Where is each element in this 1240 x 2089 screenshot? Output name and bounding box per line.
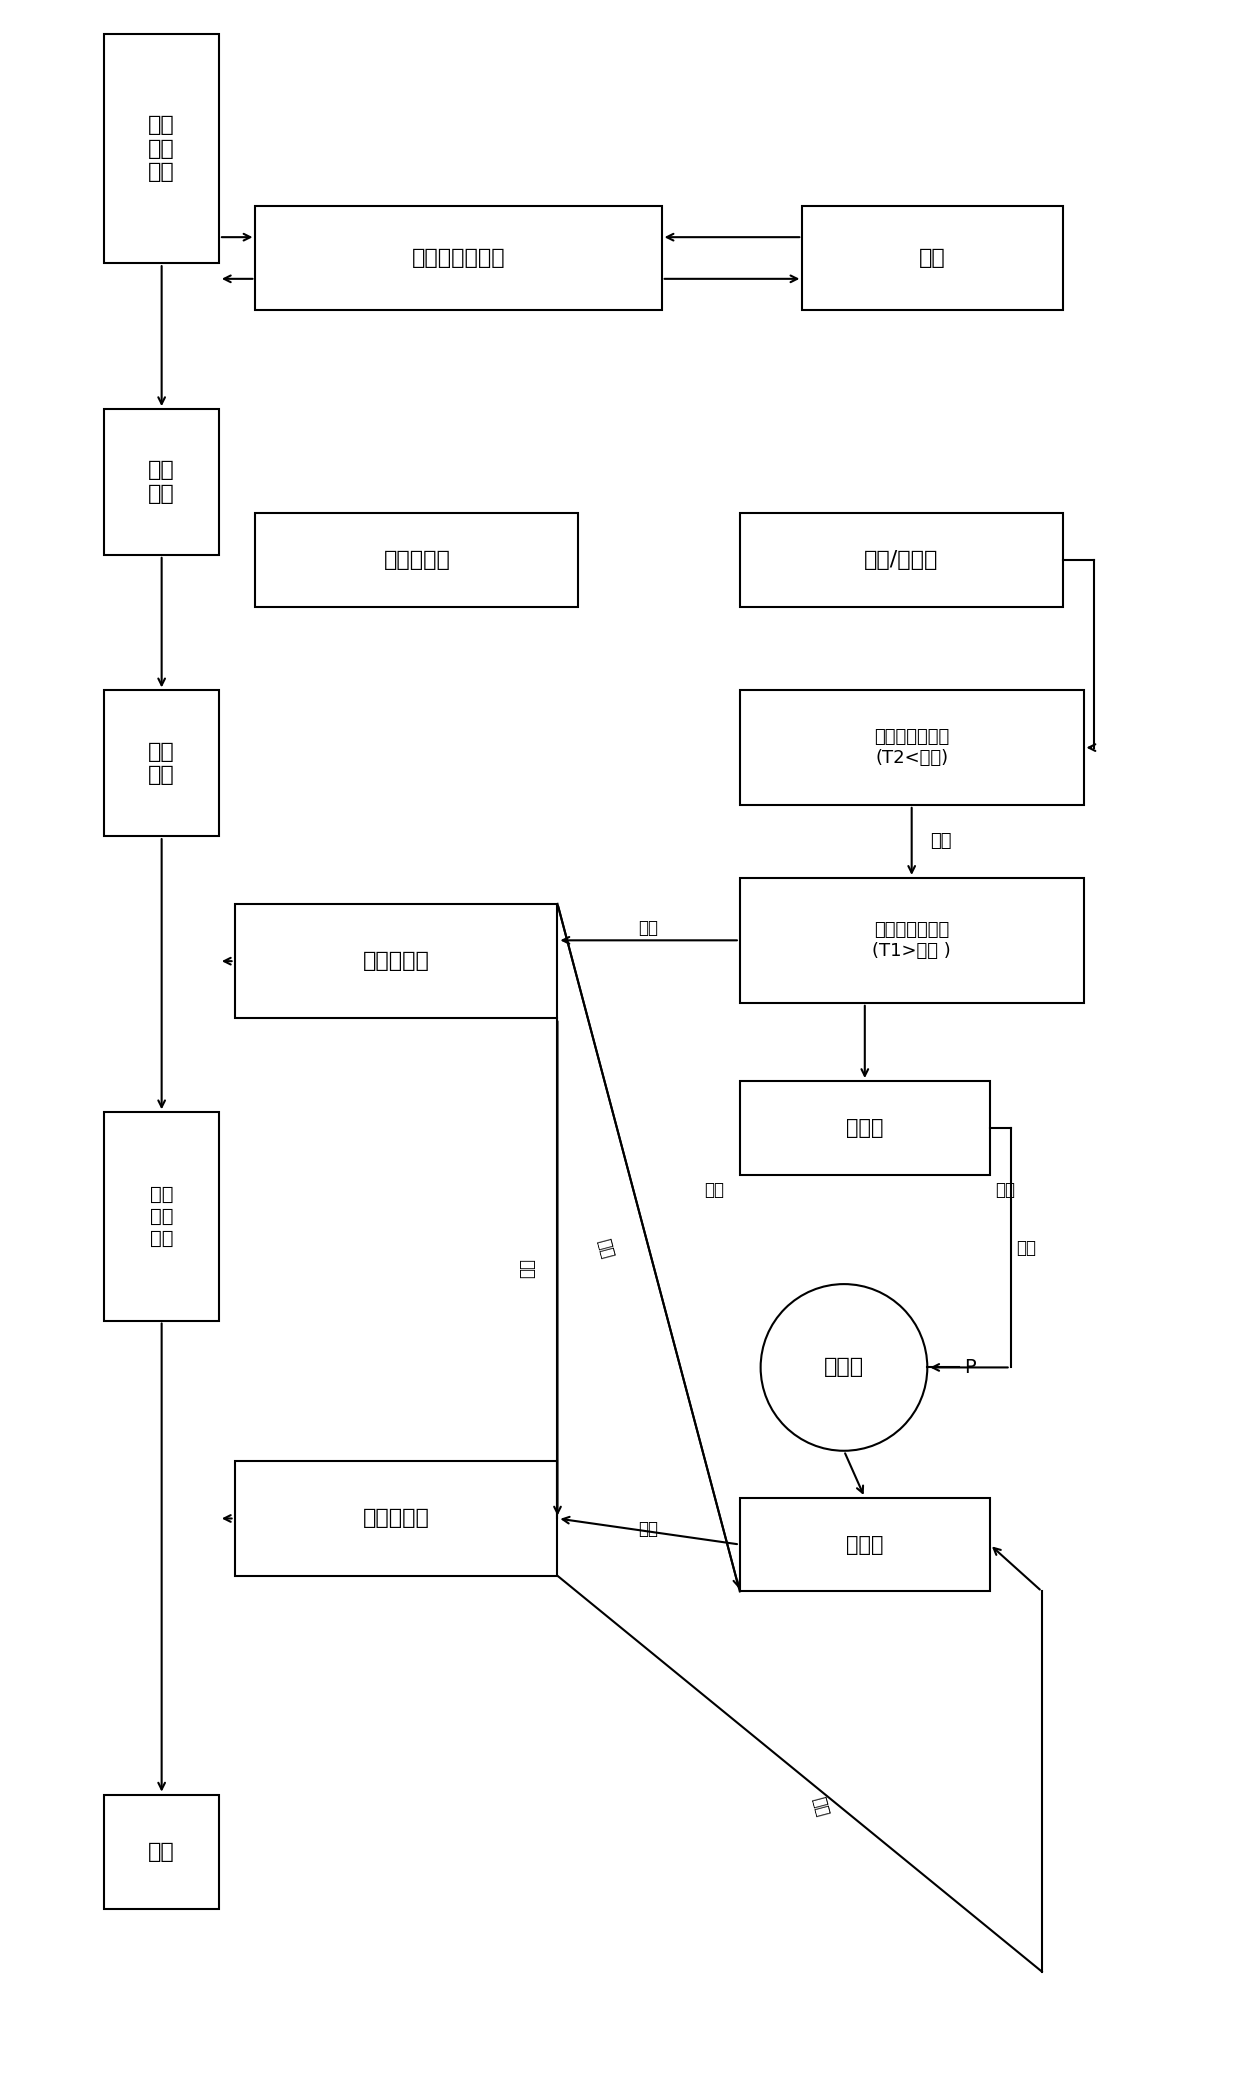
Text: 高温: 高温 (1016, 1239, 1035, 1258)
Text: 高温: 高温 (810, 1792, 832, 1817)
Bar (234, 905, 558, 1019)
Text: 低温: 低温 (518, 1258, 537, 1278)
Text: 土壤/地下水: 土壤/地下水 (864, 549, 939, 570)
Text: 高湿
新风: 高湿 新风 (149, 742, 175, 785)
Text: 二级表冷器: 二级表冷器 (362, 950, 429, 971)
Text: 低温相变蓄冷区
(T1>阈值 ): 低温相变蓄冷区 (T1>阈值 ) (872, 921, 951, 959)
Text: 蒸发器: 蒸发器 (846, 1535, 884, 1554)
Text: 低温
低湿
新风: 低温 低湿 新风 (150, 1184, 174, 1247)
Text: 热量: 热量 (930, 831, 952, 850)
Text: 低温: 低温 (639, 1521, 658, 1538)
Bar (104, 1111, 219, 1320)
Text: 冷凝器: 冷凝器 (846, 1118, 884, 1139)
Text: 压缩机: 压缩机 (823, 1358, 864, 1377)
Text: 低湿: 低湿 (595, 1237, 618, 1260)
Bar (740, 514, 1063, 608)
Text: 一级全热交换器: 一级全热交换器 (412, 249, 506, 267)
Text: 二级表冷器: 二级表冷器 (383, 549, 450, 570)
Bar (255, 514, 578, 608)
Bar (104, 33, 219, 263)
Bar (740, 1080, 990, 1174)
Text: 送风: 送风 (149, 1842, 175, 1861)
Text: 高湿
室外
新风: 高湿 室外 新风 (149, 115, 175, 182)
Bar (234, 1460, 558, 1575)
Text: 高湿
新风: 高湿 新风 (149, 460, 175, 503)
Bar (104, 1794, 219, 1909)
Text: 回热换热器: 回热换热器 (362, 1508, 429, 1529)
Text: 低温: 低温 (639, 919, 658, 936)
Bar (740, 689, 1084, 804)
Text: 高温: 高温 (994, 1182, 1016, 1199)
Bar (740, 1498, 990, 1592)
Text: 高温相变蓄冷区
(T2<阈值): 高温相变蓄冷区 (T2<阈值) (874, 729, 950, 767)
Bar (104, 689, 219, 836)
Bar (740, 877, 1084, 1003)
Bar (255, 207, 662, 309)
Bar (802, 207, 1063, 309)
Bar (104, 409, 219, 556)
Text: 回风: 回风 (919, 249, 946, 267)
Text: P: P (963, 1358, 976, 1377)
Text: 低温: 低温 (704, 1182, 724, 1199)
